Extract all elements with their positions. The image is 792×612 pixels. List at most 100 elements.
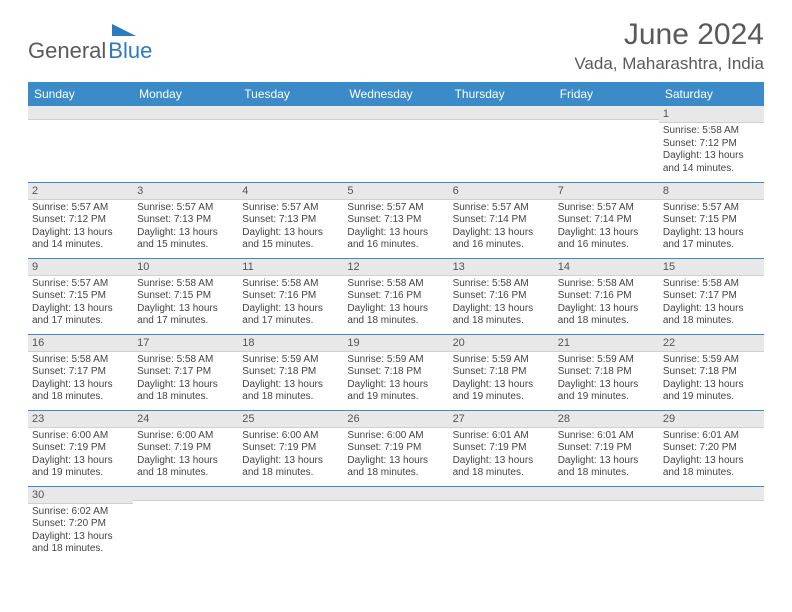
day-detail-line: Daylight: 13 hours (347, 379, 444, 392)
day-detail-line: Sunset: 7:16 PM (347, 290, 444, 303)
calendar-cell: 3Sunrise: 5:57 AMSunset: 7:13 PMDaylight… (133, 182, 238, 258)
day-detail-line: and 18 minutes. (347, 467, 444, 480)
day-details: Sunrise: 5:59 AMSunset: 7:18 PMDaylight:… (343, 352, 448, 407)
day-detail-line: Sunset: 7:17 PM (32, 366, 129, 379)
day-detail-line: Sunset: 7:20 PM (32, 518, 129, 531)
day-details: Sunrise: 5:58 AMSunset: 7:16 PMDaylight:… (238, 276, 343, 331)
day-number: 2 (28, 183, 133, 200)
day-detail-line: Sunrise: 5:58 AM (137, 354, 234, 367)
day-details (449, 501, 554, 549)
day-detail-line: Daylight: 13 hours (558, 303, 655, 316)
day-number: 9 (28, 259, 133, 276)
calendar-cell (449, 106, 554, 182)
day-detail-line: Sunrise: 5:59 AM (453, 354, 550, 367)
calendar-cell (133, 106, 238, 182)
calendar-cell: 24Sunrise: 6:00 AMSunset: 7:19 PMDayligh… (133, 410, 238, 486)
calendar-cell (449, 486, 554, 562)
day-detail-line: Daylight: 13 hours (453, 303, 550, 316)
day-detail-line: Sunset: 7:14 PM (453, 214, 550, 227)
day-details: Sunrise: 6:02 AMSunset: 7:20 PMDaylight:… (28, 504, 133, 559)
day-detail-line: Daylight: 13 hours (32, 531, 129, 544)
day-detail-line: Sunset: 7:13 PM (137, 214, 234, 227)
logo-text-1: General (28, 38, 106, 64)
title-block: June 2024 Vada, Maharashtra, India (574, 18, 764, 74)
day-number: 14 (554, 259, 659, 276)
day-detail-line: Sunset: 7:18 PM (453, 366, 550, 379)
day-number: 10 (133, 259, 238, 276)
calendar-week-row: 23Sunrise: 6:00 AMSunset: 7:19 PMDayligh… (28, 410, 764, 486)
day-detail-line: Daylight: 13 hours (558, 455, 655, 468)
day-header: Sunday (28, 82, 133, 106)
day-number: 5 (343, 183, 448, 200)
day-detail-line: and 14 minutes. (663, 163, 760, 176)
day-detail-line: Sunset: 7:19 PM (242, 442, 339, 455)
calendar-cell: 30Sunrise: 6:02 AMSunset: 7:20 PMDayligh… (28, 486, 133, 562)
calendar-cell: 26Sunrise: 6:00 AMSunset: 7:19 PMDayligh… (343, 410, 448, 486)
calendar-cell: 4Sunrise: 5:57 AMSunset: 7:13 PMDaylight… (238, 182, 343, 258)
day-detail-line: Daylight: 13 hours (242, 303, 339, 316)
day-number: 19 (343, 335, 448, 352)
day-details: Sunrise: 5:59 AMSunset: 7:18 PMDaylight:… (238, 352, 343, 407)
calendar-cell (554, 486, 659, 562)
day-header: Wednesday (343, 82, 448, 106)
day-details: Sunrise: 6:00 AMSunset: 7:19 PMDaylight:… (28, 428, 133, 483)
day-detail-line: and 15 minutes. (242, 239, 339, 252)
day-detail-line: Sunset: 7:16 PM (242, 290, 339, 303)
day-detail-line: and 18 minutes. (663, 315, 760, 328)
calendar-table: Sunday Monday Tuesday Wednesday Thursday… (28, 82, 764, 562)
day-number: 23 (28, 411, 133, 428)
day-detail-line: and 14 minutes. (32, 239, 129, 252)
day-detail-line: and 17 minutes. (32, 315, 129, 328)
day-detail-line: and 19 minutes. (347, 391, 444, 404)
day-detail-line: Sunrise: 5:59 AM (558, 354, 655, 367)
calendar-week-row: 30Sunrise: 6:02 AMSunset: 7:20 PMDayligh… (28, 486, 764, 562)
day-number: 1 (659, 106, 764, 123)
day-number: 8 (659, 183, 764, 200)
day-header: Friday (554, 82, 659, 106)
calendar-cell (133, 486, 238, 562)
day-detail-line: Sunset: 7:18 PM (558, 366, 655, 379)
day-detail-line: and 18 minutes. (137, 467, 234, 480)
calendar-cell: 14Sunrise: 5:58 AMSunset: 7:16 PMDayligh… (554, 258, 659, 334)
day-detail-line: and 18 minutes. (32, 543, 129, 556)
day-detail-line: Sunrise: 6:01 AM (663, 430, 760, 443)
day-details: Sunrise: 5:57 AMSunset: 7:13 PMDaylight:… (343, 200, 448, 255)
day-number (554, 106, 659, 120)
day-detail-line: Daylight: 13 hours (137, 379, 234, 392)
day-detail-line: Daylight: 13 hours (453, 455, 550, 468)
logo-text-2: Blue (108, 38, 152, 64)
day-number (238, 106, 343, 120)
day-number: 24 (133, 411, 238, 428)
calendar-cell: 7Sunrise: 5:57 AMSunset: 7:14 PMDaylight… (554, 182, 659, 258)
day-detail-line: and 18 minutes. (347, 315, 444, 328)
day-detail-line: and 19 minutes. (663, 391, 760, 404)
day-number (343, 487, 448, 501)
day-details: Sunrise: 6:01 AMSunset: 7:19 PMDaylight:… (554, 428, 659, 483)
day-detail-line: Sunset: 7:13 PM (347, 214, 444, 227)
day-detail-line: Sunrise: 5:57 AM (453, 202, 550, 215)
day-number (449, 106, 554, 120)
day-number (449, 487, 554, 501)
day-detail-line: Daylight: 13 hours (347, 227, 444, 240)
calendar-cell (659, 486, 764, 562)
calendar-cell (343, 106, 448, 182)
day-details: Sunrise: 6:00 AMSunset: 7:19 PMDaylight:… (343, 428, 448, 483)
day-details: Sunrise: 5:58 AMSunset: 7:16 PMDaylight:… (554, 276, 659, 331)
day-number (133, 106, 238, 120)
day-detail-line: Sunrise: 6:02 AM (32, 506, 129, 519)
day-details: Sunrise: 5:58 AMSunset: 7:16 PMDaylight:… (343, 276, 448, 331)
day-detail-line: and 18 minutes. (558, 467, 655, 480)
day-header: Tuesday (238, 82, 343, 106)
day-detail-line: Daylight: 13 hours (347, 303, 444, 316)
day-detail-line: and 18 minutes. (137, 391, 234, 404)
day-details: Sunrise: 5:58 AMSunset: 7:17 PMDaylight:… (28, 352, 133, 407)
calendar-cell: 6Sunrise: 5:57 AMSunset: 7:14 PMDaylight… (449, 182, 554, 258)
day-number: 15 (659, 259, 764, 276)
day-detail-line: Sunrise: 5:57 AM (32, 278, 129, 291)
day-detail-line: and 17 minutes. (663, 239, 760, 252)
day-detail-line: and 19 minutes. (453, 391, 550, 404)
day-detail-line: Sunrise: 5:57 AM (347, 202, 444, 215)
day-detail-line: Daylight: 13 hours (663, 303, 760, 316)
day-details: Sunrise: 5:57 AMSunset: 7:15 PMDaylight:… (659, 200, 764, 255)
day-details (133, 120, 238, 168)
